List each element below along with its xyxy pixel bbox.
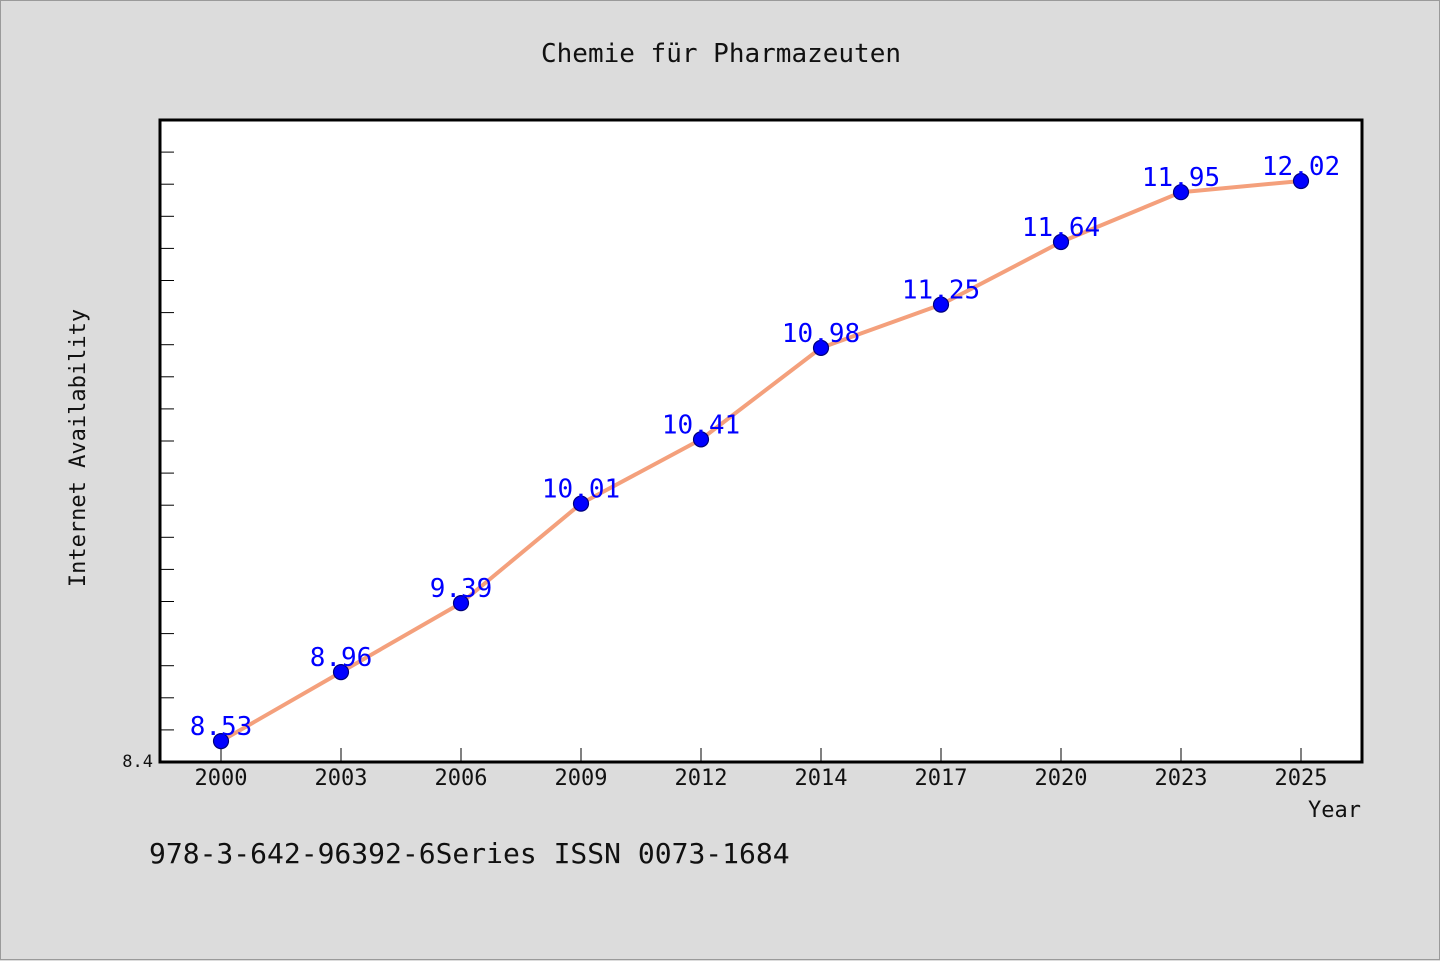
x-tick-label: 2012 <box>675 766 728 791</box>
plot-area <box>160 120 1362 762</box>
data-markers <box>212 172 1310 750</box>
data-point <box>1052 233 1070 251</box>
x-tick-label: 2009 <box>555 766 608 791</box>
data-label: 11.25 <box>902 276 980 306</box>
data-label: 10.01 <box>542 475 620 505</box>
data-point <box>1292 172 1310 190</box>
x-tick-label: 2014 <box>795 766 848 791</box>
data-point <box>1172 184 1190 201</box>
x-tick-label: 2020 <box>1035 766 1088 791</box>
y-axis-title: Internet Availability <box>66 309 91 587</box>
y-axis-ticks <box>160 151 174 731</box>
data-label: 11.64 <box>1022 213 1100 243</box>
data-point <box>572 495 590 512</box>
x-tick-label: 2017 <box>915 766 968 791</box>
data-label: 12.02 <box>1262 152 1340 182</box>
x-tick-label: 2006 <box>435 766 488 791</box>
x-tick-label: 2003 <box>315 766 368 791</box>
data-point <box>332 663 350 681</box>
data-point <box>932 296 950 313</box>
x-tick-label: 2025 <box>1275 766 1328 791</box>
x-tick-label: 2000 <box>195 766 248 791</box>
data-point <box>452 594 470 612</box>
data-point <box>212 732 230 750</box>
data-labels: 8.53 8.96 9.39 10.01 10.41 10.98 11.25 11.64 11.… <box>190 152 1340 742</box>
x-axis-ticks: 2000 2003 2006 2009 2012 2014 2017 2020 2023 2025 <box>195 748 1328 791</box>
data-label: 10.98 <box>782 319 860 349</box>
x-tick-label: 2023 <box>1155 766 1208 791</box>
data-label: 10.41 <box>662 410 740 440</box>
data-point <box>692 431 710 448</box>
data-label: 11.95 <box>1142 163 1220 193</box>
plot-border <box>158 118 1364 764</box>
data-label: 9.39 <box>430 574 493 604</box>
data-point <box>812 339 830 356</box>
data-label: 8.53 <box>190 712 253 742</box>
y-tick-label-min: 8.4 <box>122 752 153 772</box>
x-axis-title: Year <box>1308 798 1361 823</box>
series-line <box>220 179 1302 743</box>
footer-text: 978-3-642-96392-6Series ISSN 0073-1684 <box>149 837 790 870</box>
chart-title: Chemie für Pharmazeuten <box>541 39 901 69</box>
data-label: 8.96 <box>310 643 373 673</box>
